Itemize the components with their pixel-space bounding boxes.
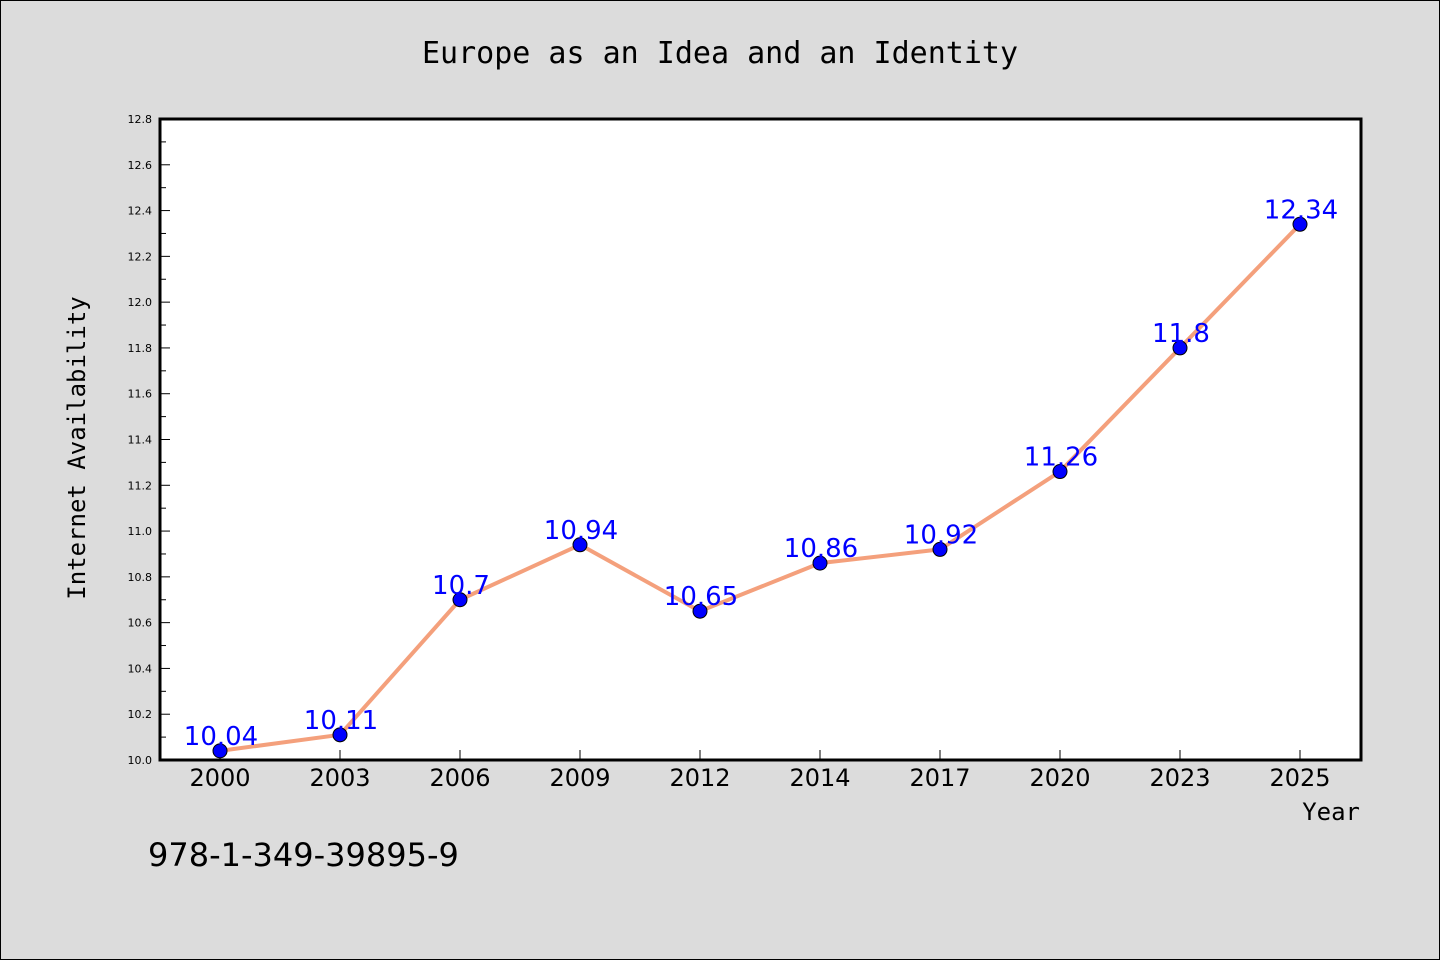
plot-border — [158, 117, 1363, 762]
y-axis: 10.0 10.2 10.4 10.6 10.8 11.0 11.2 11.4 11.6 11.8… — [128, 113, 170, 767]
y-tick-label: 12.6 — [128, 159, 153, 172]
data-point — [452, 592, 468, 608]
y-tick-label: 11.2 — [128, 479, 153, 492]
data-point — [932, 541, 948, 557]
y-tick-label: 12.2 — [128, 250, 153, 263]
x-axis-label: Year — [1302, 798, 1360, 826]
data-label: 10.7 — [432, 571, 490, 601]
x-tick-label: 2014 — [789, 764, 850, 792]
data-point — [1052, 464, 1068, 480]
x-tick-label: 2009 — [549, 764, 610, 792]
series-markers — [212, 216, 1308, 759]
x-tick-label: 2017 — [909, 764, 970, 792]
y-tick-label: 12.0 — [128, 296, 153, 309]
data-point — [332, 727, 348, 743]
data-label: 11.8 — [1152, 319, 1210, 349]
y-tick-label: 10.8 — [128, 571, 153, 584]
x-tick-label: 2006 — [429, 764, 490, 792]
chart-title: Europe as an Idea and an Identity — [422, 36, 1018, 71]
plot-area — [160, 119, 1361, 760]
data-label: 10.94 — [544, 516, 618, 546]
y-tick-label: 11.4 — [128, 434, 153, 447]
data-label: 10.04 — [184, 722, 258, 752]
data-label: 10.65 — [664, 582, 738, 612]
x-tick-label: 2000 — [189, 764, 250, 792]
x-tick-label: 2023 — [1149, 764, 1210, 792]
data-label: 10.86 — [784, 534, 858, 564]
data-point — [692, 603, 708, 619]
x-tick-label: 2003 — [309, 764, 370, 792]
y-tick-label: 11.8 — [128, 342, 153, 355]
data-label: 12.34 — [1264, 195, 1338, 225]
data-labels: 10.04 10.11 10.7 10.94 10.65 10.86 10.92 11.26 1… — [184, 195, 1338, 752]
data-point — [1292, 216, 1308, 232]
data-label: 10.92 — [904, 520, 978, 550]
x-tick-label: 2020 — [1029, 764, 1090, 792]
data-point — [572, 537, 588, 553]
y-tick-label: 11.6 — [128, 388, 153, 401]
data-point — [812, 555, 828, 571]
y-tick-label: 10.4 — [128, 662, 153, 675]
x-tick-label: 2025 — [1269, 764, 1330, 792]
y-axis-label: Internet Availability — [63, 296, 91, 599]
y-tick-label: 10.6 — [128, 617, 153, 630]
y-tick-label: 12.8 — [128, 113, 153, 126]
series-line — [219, 222, 1302, 753]
isbn-text: 978-1-349-39895-9 — [148, 836, 459, 874]
data-point — [212, 743, 228, 759]
data-label: 11.26 — [1024, 443, 1098, 473]
y-tick-label: 10.2 — [128, 708, 153, 721]
x-axis: 2000 2003 2006 2009 2012 2014 2017 2020 2023 2025 — [189, 750, 1331, 792]
y-tick-label: 12.4 — [128, 205, 153, 218]
x-tick-label: 2012 — [669, 764, 730, 792]
data-label: 10.11 — [304, 706, 378, 736]
data-point — [1172, 340, 1188, 356]
y-tick-label: 11.0 — [128, 525, 153, 538]
y-tick-label: 10.0 — [128, 754, 153, 767]
